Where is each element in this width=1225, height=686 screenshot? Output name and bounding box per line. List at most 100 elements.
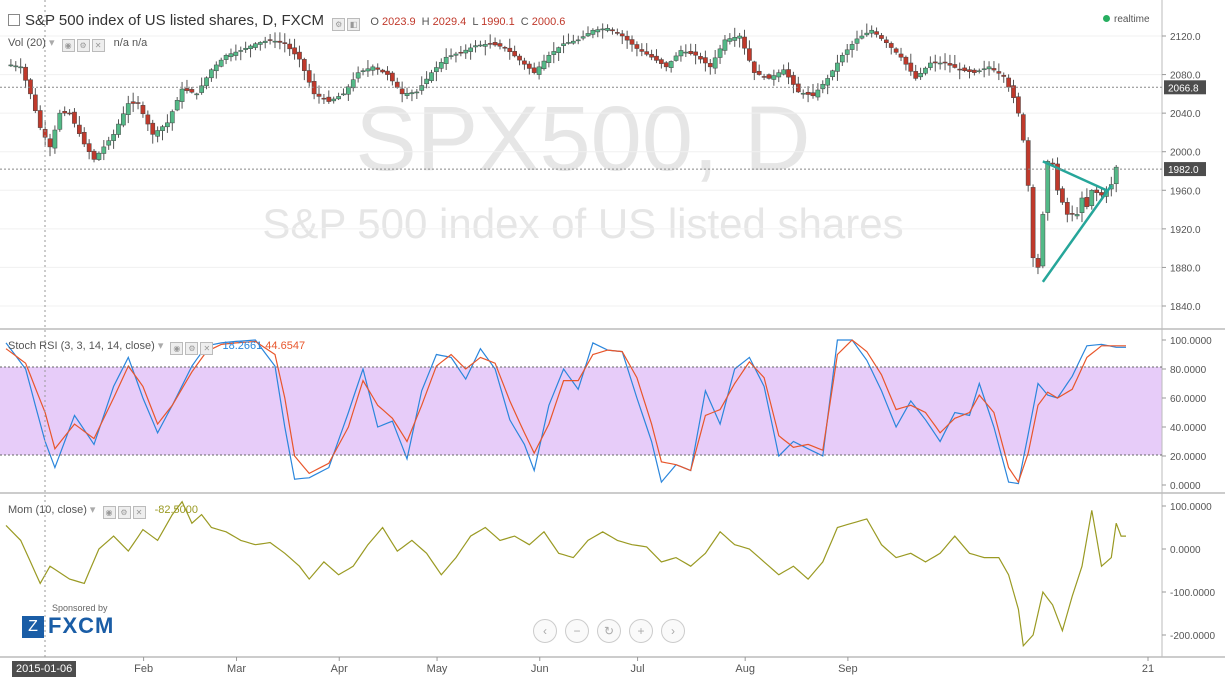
chevron-right-icon[interactable]: › xyxy=(661,619,685,643)
ohlc-values: O 2023.9 H 2029.4 L 1990.1 C 2000.6 xyxy=(370,16,571,28)
candle-body xyxy=(747,48,752,61)
candle-body xyxy=(1079,197,1085,213)
legend-stoch: Stoch RSI (3, 3, 14, 14, close) ▾ ◉ ⚙ ✕ 18… xyxy=(8,340,306,355)
candle-body xyxy=(419,85,425,91)
candle-body xyxy=(204,77,209,87)
stoch-tick-label: 20.0000 xyxy=(1170,452,1207,463)
candle-body xyxy=(169,111,175,124)
candle-body xyxy=(795,83,801,93)
symbol-title[interactable]: S&P 500 index of US listed shares, D, FX… xyxy=(25,12,325,29)
candle-body xyxy=(531,67,537,73)
ohlc-item: H 2029.4 xyxy=(422,16,467,28)
sponsor-logo[interactable]: Sponsored by Z FXCM xyxy=(22,603,114,639)
price-label-box xyxy=(1164,162,1206,177)
candle-body xyxy=(791,75,796,85)
candle-body xyxy=(835,62,840,72)
candle-body xyxy=(468,47,473,52)
plus-icon[interactable]: + xyxy=(629,619,653,643)
candle-body xyxy=(575,39,581,42)
watermark-name: S&P 500 index of US listed shares xyxy=(262,200,903,247)
legend-momentum: Mom (10, close) ▾ ◉ ⚙ ✕ -82.5000 xyxy=(8,504,199,519)
eye-icon[interactable]: ◉ xyxy=(170,342,184,355)
candle-body xyxy=(1006,77,1011,88)
close-icon[interactable]: ✕ xyxy=(132,506,146,519)
stoch-d-line xyxy=(5,339,1126,484)
status-dot-icon xyxy=(1103,15,1110,22)
candle-body xyxy=(443,56,449,64)
price-tick-label: 2000.0 xyxy=(1170,148,1201,159)
candle-body xyxy=(517,55,522,61)
ohlc-value: 2000.6 xyxy=(531,16,566,28)
candle-body xyxy=(972,69,977,73)
candle-body xyxy=(600,28,606,31)
stoch-k-value: 18.2661 xyxy=(222,340,263,352)
eye-icon[interactable]: ◉ xyxy=(102,506,116,519)
candle-body xyxy=(751,61,757,73)
price-tick-label: 1960.0 xyxy=(1170,186,1201,197)
trendlines xyxy=(1041,160,1113,283)
candle-body xyxy=(864,32,870,36)
price-label: 2066.8 xyxy=(1168,83,1199,94)
trendline xyxy=(1041,184,1113,283)
candle-body xyxy=(233,51,239,56)
volume-values: n/a n/a xyxy=(113,37,148,49)
candle-body xyxy=(986,66,992,70)
candle-body xyxy=(683,51,689,54)
candle-body xyxy=(1011,85,1016,98)
close-icon[interactable]: ✕ xyxy=(91,39,105,52)
candle-body xyxy=(160,126,165,131)
settings-icon[interactable]: ⚙ xyxy=(76,39,90,52)
candle-body xyxy=(272,40,278,43)
price-label: 1982.0 xyxy=(1168,165,1199,176)
candle-body xyxy=(57,112,63,130)
candle-body xyxy=(673,55,679,61)
candle-body xyxy=(453,53,459,56)
ohlc-item: C 2000.6 xyxy=(521,16,566,28)
candle-body xyxy=(839,55,845,63)
candle-body xyxy=(257,42,263,45)
format-icon[interactable]: ◧ xyxy=(347,18,361,31)
candle-body xyxy=(326,96,332,102)
price-tick-label: 2120.0 xyxy=(1170,32,1201,43)
candle-body xyxy=(321,97,327,100)
sponsor-line1: Sponsored by xyxy=(52,603,108,613)
candle-body xyxy=(1016,96,1021,114)
minus-icon[interactable]: − xyxy=(565,619,589,643)
mom-tick-label: 0.0000 xyxy=(1170,545,1201,556)
crosshair-date-badge: 2015-01-06 xyxy=(12,661,77,677)
candle-body xyxy=(492,42,498,46)
collapse-icon[interactable] xyxy=(8,14,20,26)
settings-icon[interactable]: ⚙ xyxy=(117,506,131,519)
candle-body xyxy=(913,71,919,79)
chevron-left-icon[interactable]: ‹ xyxy=(533,619,557,643)
candle-body xyxy=(189,89,195,93)
candle-body xyxy=(434,67,439,73)
eye-icon[interactable]: ◉ xyxy=(61,39,75,52)
candle-body xyxy=(360,70,366,72)
candle-body xyxy=(179,88,185,102)
candle-body xyxy=(1084,197,1090,207)
ohlc-key: L xyxy=(472,16,482,28)
time-axis: Feb Mar Apr May Jun Jul Aug Sep 21 xyxy=(134,657,1154,675)
trendline xyxy=(1042,160,1107,192)
mom-label[interactable]: Mom (10, close) xyxy=(8,504,87,516)
close-icon[interactable]: ✕ xyxy=(200,342,214,355)
candle-body xyxy=(512,51,517,57)
candle-body xyxy=(1040,214,1046,267)
volume-label[interactable]: Vol (20) xyxy=(8,37,46,49)
stoch-tick-label: 80.0000 xyxy=(1170,365,1207,376)
reset-icon[interactable]: ↻ xyxy=(597,619,621,643)
candle-body xyxy=(267,39,273,41)
settings-icon[interactable]: ⚙ xyxy=(185,342,199,355)
candle-body xyxy=(135,102,141,104)
stoch-label[interactable]: Stoch RSI (3, 3, 14, 14, close) xyxy=(8,340,155,352)
candle-body xyxy=(13,65,19,68)
settings-icon[interactable]: ⚙ xyxy=(332,18,346,31)
candle-body xyxy=(502,47,508,49)
candle-body xyxy=(908,62,914,72)
candle-body xyxy=(888,43,894,48)
candle-body xyxy=(390,72,395,82)
candle-body xyxy=(918,73,923,78)
candle-body xyxy=(199,85,204,93)
